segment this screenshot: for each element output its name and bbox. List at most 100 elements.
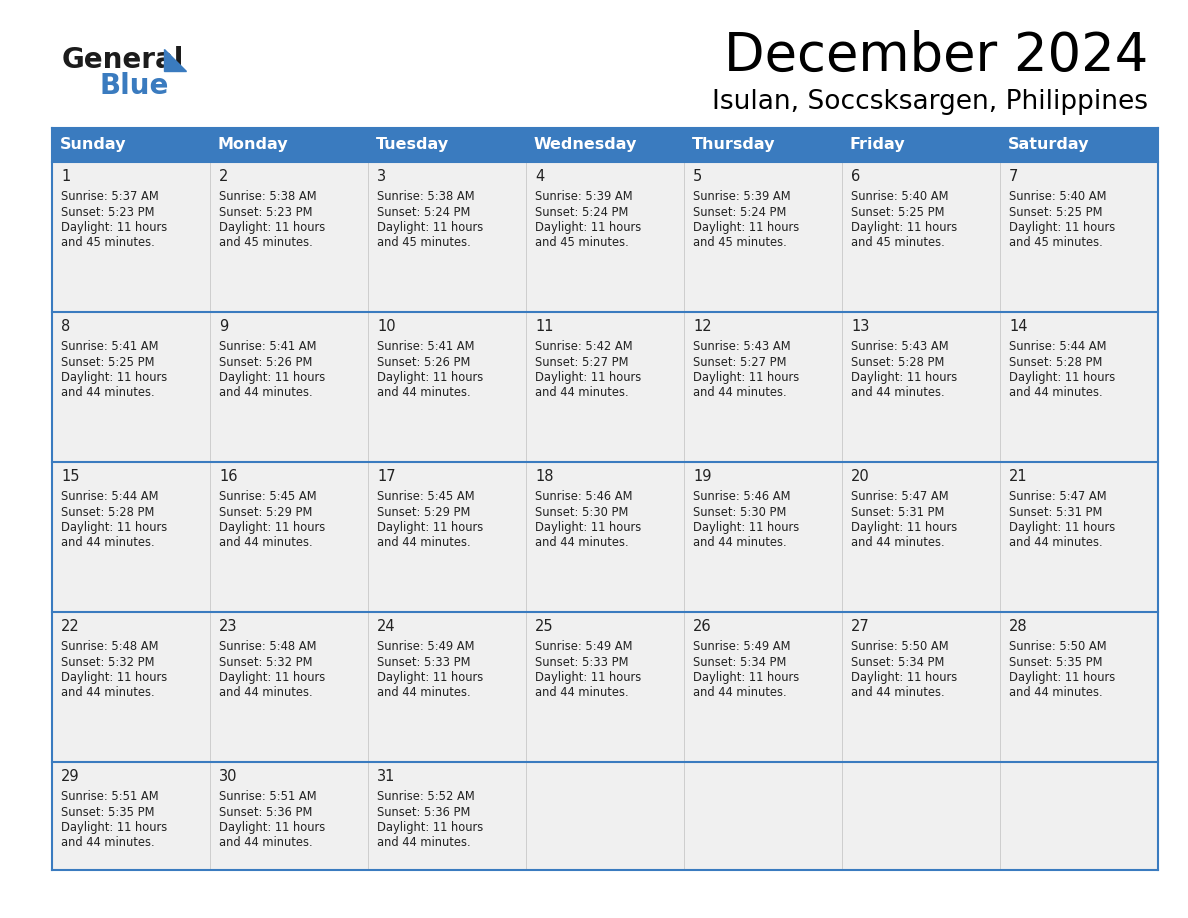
Text: Thursday: Thursday	[691, 138, 776, 152]
Text: 9: 9	[219, 319, 228, 334]
Bar	[842, 462, 1000, 612]
Text: Sunset: 5:30 PM: Sunset: 5:30 PM	[693, 506, 786, 519]
Text: Sunrise: 5:50 AM: Sunrise: 5:50 AM	[851, 640, 949, 653]
Text: Daylight: 11 hours: Daylight: 11 hours	[1009, 521, 1116, 534]
Text: 11: 11	[535, 319, 554, 334]
Text: and 44 minutes.: and 44 minutes.	[61, 687, 154, 700]
Text: Daylight: 11 hours: Daylight: 11 hours	[61, 671, 168, 684]
Text: Sunrise: 5:47 AM: Sunrise: 5:47 AM	[851, 490, 949, 503]
Text: Sunrise: 5:49 AM: Sunrise: 5:49 AM	[693, 640, 790, 653]
Text: Sunset: 5:28 PM: Sunset: 5:28 PM	[1009, 355, 1102, 368]
Text: Daylight: 11 hours: Daylight: 11 hours	[693, 371, 800, 384]
Text: Daylight: 11 hours: Daylight: 11 hours	[693, 521, 800, 534]
Text: Daylight: 11 hours: Daylight: 11 hours	[61, 371, 168, 384]
Text: Sunrise: 5:39 AM: Sunrise: 5:39 AM	[693, 190, 791, 203]
Text: Daylight: 11 hours: Daylight: 11 hours	[377, 821, 484, 834]
Text: Daylight: 11 hours: Daylight: 11 hours	[219, 371, 326, 384]
Text: Sunrise: 5:40 AM: Sunrise: 5:40 AM	[851, 190, 948, 203]
Text: and 45 minutes.: and 45 minutes.	[693, 237, 786, 250]
Text: Sunset: 5:32 PM: Sunset: 5:32 PM	[219, 655, 312, 668]
Text: Sunrise: 5:51 AM: Sunrise: 5:51 AM	[61, 790, 159, 803]
Text: Daylight: 11 hours: Daylight: 11 hours	[851, 371, 958, 384]
Text: Sunset: 5:24 PM: Sunset: 5:24 PM	[535, 206, 628, 218]
Text: and 44 minutes.: and 44 minutes.	[1009, 386, 1102, 399]
Text: Sunrise: 5:44 AM: Sunrise: 5:44 AM	[61, 490, 158, 503]
Bar	[526, 762, 684, 870]
Text: and 44 minutes.: and 44 minutes.	[61, 536, 154, 550]
Text: and 45 minutes.: and 45 minutes.	[219, 237, 312, 250]
Text: and 44 minutes.: and 44 minutes.	[535, 687, 628, 700]
Bar	[1000, 462, 1158, 612]
Text: Daylight: 11 hours: Daylight: 11 hours	[61, 521, 168, 534]
Text: Daylight: 11 hours: Daylight: 11 hours	[377, 221, 484, 234]
Text: and 44 minutes.: and 44 minutes.	[693, 386, 786, 399]
Text: 21: 21	[1009, 469, 1028, 484]
Text: and 44 minutes.: and 44 minutes.	[693, 687, 786, 700]
Text: and 44 minutes.: and 44 minutes.	[377, 386, 470, 399]
Text: Sunrise: 5:42 AM: Sunrise: 5:42 AM	[535, 340, 633, 353]
Text: Sunset: 5:26 PM: Sunset: 5:26 PM	[377, 355, 470, 368]
Text: Sunrise: 5:41 AM: Sunrise: 5:41 AM	[219, 340, 316, 353]
Text: 31: 31	[377, 769, 396, 784]
Text: 30: 30	[219, 769, 238, 784]
Text: 22: 22	[61, 619, 80, 634]
Bar	[684, 128, 842, 162]
Text: General: General	[62, 46, 184, 74]
Bar	[842, 762, 1000, 870]
Text: Sunrise: 5:46 AM: Sunrise: 5:46 AM	[535, 490, 632, 503]
Text: and 44 minutes.: and 44 minutes.	[61, 386, 154, 399]
Text: Sunrise: 5:52 AM: Sunrise: 5:52 AM	[377, 790, 475, 803]
Bar	[842, 312, 1000, 462]
Text: and 44 minutes.: and 44 minutes.	[219, 687, 312, 700]
Polygon shape	[164, 49, 187, 71]
Text: Sunrise: 5:51 AM: Sunrise: 5:51 AM	[219, 790, 317, 803]
Text: and 45 minutes.: and 45 minutes.	[535, 237, 628, 250]
Text: and 44 minutes.: and 44 minutes.	[535, 386, 628, 399]
Bar	[52, 312, 210, 462]
Bar	[1000, 312, 1158, 462]
Bar	[684, 462, 842, 612]
Bar	[1000, 612, 1158, 762]
Text: and 44 minutes.: and 44 minutes.	[219, 536, 312, 550]
Text: 13: 13	[851, 319, 870, 334]
Text: Sunrise: 5:45 AM: Sunrise: 5:45 AM	[219, 490, 317, 503]
Text: Sunrise: 5:47 AM: Sunrise: 5:47 AM	[1009, 490, 1107, 503]
Text: December 2024: December 2024	[723, 30, 1148, 82]
Text: Sunset: 5:25 PM: Sunset: 5:25 PM	[61, 355, 154, 368]
Text: 2: 2	[219, 169, 228, 184]
Text: Sunday: Sunday	[59, 138, 126, 152]
Text: and 44 minutes.: and 44 minutes.	[851, 687, 944, 700]
Text: Daylight: 11 hours: Daylight: 11 hours	[693, 671, 800, 684]
Bar	[684, 762, 842, 870]
Text: Sunset: 5:35 PM: Sunset: 5:35 PM	[61, 805, 154, 819]
Text: Sunset: 5:33 PM: Sunset: 5:33 PM	[377, 655, 470, 668]
Text: Sunset: 5:34 PM: Sunset: 5:34 PM	[851, 655, 944, 668]
Text: Sunrise: 5:41 AM: Sunrise: 5:41 AM	[61, 340, 158, 353]
Text: Sunset: 5:25 PM: Sunset: 5:25 PM	[1009, 206, 1102, 218]
Bar	[526, 128, 684, 162]
Text: Sunrise: 5:43 AM: Sunrise: 5:43 AM	[693, 340, 791, 353]
Text: Daylight: 11 hours: Daylight: 11 hours	[377, 371, 484, 384]
Text: Sunrise: 5:49 AM: Sunrise: 5:49 AM	[535, 640, 632, 653]
Bar	[368, 128, 526, 162]
Text: 4: 4	[535, 169, 544, 184]
Text: 16: 16	[219, 469, 238, 484]
Text: and 45 minutes.: and 45 minutes.	[1009, 237, 1102, 250]
Text: Sunset: 5:35 PM: Sunset: 5:35 PM	[1009, 655, 1102, 668]
Text: Daylight: 11 hours: Daylight: 11 hours	[535, 671, 642, 684]
Bar	[1000, 762, 1158, 870]
Text: 14: 14	[1009, 319, 1028, 334]
Text: and 44 minutes.: and 44 minutes.	[219, 386, 312, 399]
Text: Daylight: 11 hours: Daylight: 11 hours	[1009, 671, 1116, 684]
Text: and 45 minutes.: and 45 minutes.	[851, 237, 944, 250]
Text: Sunrise: 5:48 AM: Sunrise: 5:48 AM	[61, 640, 158, 653]
Bar	[368, 162, 526, 312]
Bar	[52, 128, 210, 162]
Text: Daylight: 11 hours: Daylight: 11 hours	[693, 221, 800, 234]
Text: and 44 minutes.: and 44 minutes.	[851, 386, 944, 399]
Text: Sunrise: 5:44 AM: Sunrise: 5:44 AM	[1009, 340, 1106, 353]
Text: Sunrise: 5:37 AM: Sunrise: 5:37 AM	[61, 190, 159, 203]
Bar	[842, 128, 1000, 162]
Bar	[210, 312, 368, 462]
Text: Sunrise: 5:48 AM: Sunrise: 5:48 AM	[219, 640, 316, 653]
